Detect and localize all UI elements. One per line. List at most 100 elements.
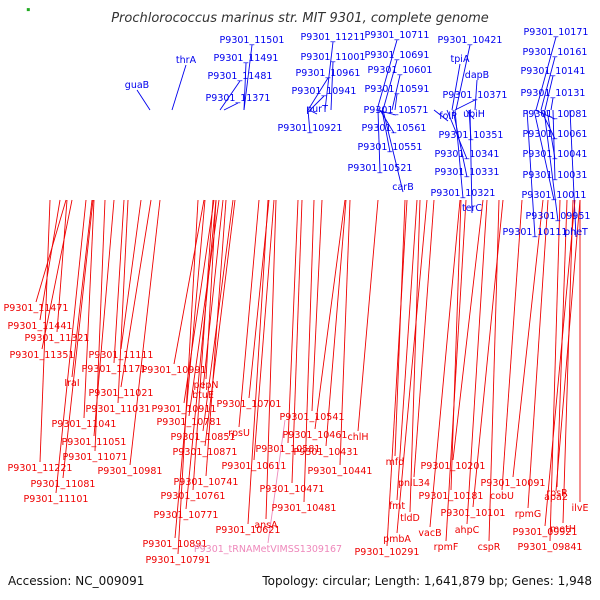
reverse-gene-label-leader	[555, 199, 581, 492]
reverse-gene-label-leader	[472, 199, 504, 508]
reverse-gene-label: P9301_11101	[24, 494, 89, 505]
forward-gene-label-leader	[454, 99, 476, 111]
reverse-gene-label: P9301_10701	[217, 399, 282, 410]
forward-gene-label-leader	[223, 102, 239, 111]
reverse-gene-label-leader	[188, 199, 220, 417]
forward-gene-label-leader	[535, 36, 557, 111]
reverse-gene-label-leader	[339, 199, 351, 466]
forward-gene-label: P9301_10131	[521, 88, 586, 99]
forward-gene-label: P9301_10551	[358, 142, 423, 153]
forward-gene-label: ubiH	[463, 109, 485, 120]
reverse-gene-label-leader	[205, 199, 227, 477]
reverse-gene-label: cspR	[478, 542, 501, 553]
reverse-gene-label-leader	[120, 199, 152, 388]
forward-gene-label: dapB	[465, 70, 489, 81]
forward-gene-label-leader	[454, 109, 464, 199]
reverse-gene-label: P9301_11471	[4, 303, 69, 314]
reverse-gene-label: P9301_11221	[8, 463, 73, 474]
reverse-gene-label-leader	[94, 199, 106, 452]
reverse-gene-label: btuE	[192, 390, 214, 401]
forward-gene-label-leader	[330, 61, 334, 111]
forward-gene-label-leader	[546, 109, 556, 160]
forward-gene-label-leader	[394, 93, 398, 111]
forward-gene-label: pheT	[564, 227, 588, 238]
forward-gene-label: P9301_10371	[443, 90, 508, 101]
reverse-gene-label: pnlL34	[398, 478, 430, 489]
reverse-gene-label: metH	[550, 524, 576, 535]
reverse-gene-label-leader	[39, 199, 51, 463]
forward-gene-label: P9301_10421	[438, 35, 503, 46]
reverse-gene-label-leader	[409, 199, 421, 513]
forward-gene-label-leader	[382, 59, 398, 111]
forward-gene-label-leader	[540, 56, 556, 111]
reverse-gene-label-leader	[488, 199, 500, 542]
forward-gene-label: P9301_10111	[503, 227, 568, 238]
forward-gene-label-leader	[469, 109, 473, 214]
forward-gene-label: P9301_10691	[365, 50, 430, 61]
reverse-gene-label-leader	[325, 199, 347, 447]
reverse-gene-label: P9301_10741	[174, 477, 239, 488]
reverse-gene-label-leader	[173, 199, 205, 365]
reverse-gene-label-leader	[501, 199, 523, 491]
reverse-gene-label-leader	[466, 199, 488, 525]
forward-gene-label: P9301_10081	[523, 109, 588, 120]
reverse-gene-label-leader	[71, 199, 93, 378]
topology-summary: Topology: circular; Length: 1,641,879 bp…	[261, 574, 592, 588]
forward-gene-label: P9301_10571	[364, 105, 429, 116]
forward-gene-label: P9301_11211	[301, 32, 366, 43]
forward-gene-label: P9301_10041	[523, 149, 588, 160]
reverse-gene-label: P9301_11441	[8, 321, 73, 332]
reverse-gene-label: P9301_10291	[355, 547, 420, 558]
forward-gene-label: P9301_10941	[292, 86, 357, 97]
reverse-gene-label: P9301_10101	[441, 508, 506, 519]
reverse-gene-label: P9301_09841	[518, 542, 583, 553]
reverse-gene-label-leader	[62, 199, 94, 479]
forward-gene-label: P9301_11491	[214, 53, 279, 64]
forward-gene-label: P9301_10521	[348, 163, 413, 174]
reverse-gene-label: P9301_10461	[283, 430, 348, 441]
forward-gene-label: P9301_09951	[526, 211, 591, 222]
forward-gene-label: P9301_10011	[522, 190, 587, 201]
forward-gene-label-leader	[376, 39, 398, 111]
reverse-gene-label-leader	[396, 199, 428, 534]
forward-gene-label: P9301_10351	[439, 130, 504, 141]
reverse-gene-label: P9301_11041	[52, 419, 117, 430]
reverse-gene-label-leader	[549, 199, 561, 542]
reverse-gene-label-leader	[41, 199, 73, 350]
forward-gene-label: P9301_11501	[220, 35, 285, 46]
forward-gene-label: terC	[462, 203, 482, 214]
reverse-gene-label-leader	[386, 199, 408, 547]
reverse-gene-label-leader	[544, 199, 576, 527]
forward-gene-label-leader	[136, 89, 151, 111]
forward-gene-label-leader	[381, 109, 391, 153]
forward-gene-label: P9301_10171	[524, 27, 589, 38]
reverse-gene-label-leader	[452, 199, 484, 461]
forward-gene-label-leader	[309, 95, 325, 111]
reverse-gene-label: pmbA	[383, 534, 411, 545]
reverse-gene-label-leader	[562, 199, 574, 524]
reverse-gene-label: P9301_11321	[25, 333, 90, 344]
reverse-gene-label: P9301_10091	[481, 478, 546, 489]
forward-gene-label: P9301_10921	[278, 123, 343, 134]
forward-gene-label-leader	[171, 64, 187, 111]
reverse-gene-label-leader	[253, 199, 275, 461]
forward-gene-label: P9301_10711	[365, 30, 430, 41]
reverse-gene-label-leader	[247, 199, 269, 525]
reverse-gene-label-leader	[311, 199, 323, 412]
forward-gene-label-leader	[550, 97, 554, 111]
feature-tracks	[26, 8, 30, 12]
reverse-gene-label-leader	[117, 199, 129, 404]
reverse-gene-label-leader	[265, 199, 277, 520]
reverse-gene-label: IraI	[64, 378, 79, 389]
map-title: Prochlorococcus marinus str. MIT 9301, c…	[111, 11, 489, 26]
reverse-gene-label-leader	[83, 199, 95, 419]
forward-gene-label: carB	[392, 182, 413, 193]
reverse-gene-label: P9301_11071	[63, 452, 128, 463]
reverse-gene-label-leader	[174, 199, 206, 539]
reverse-gene-label-leader	[314, 199, 346, 430]
reverse-gene-label: ansA	[254, 520, 278, 531]
forward-gene-label: P9301_10031	[523, 170, 588, 181]
reverse-gene-label: P9301_11081	[31, 479, 96, 490]
forward-gene-label: P9301_10061	[523, 129, 588, 140]
forward-gene-label-leader	[526, 109, 536, 238]
